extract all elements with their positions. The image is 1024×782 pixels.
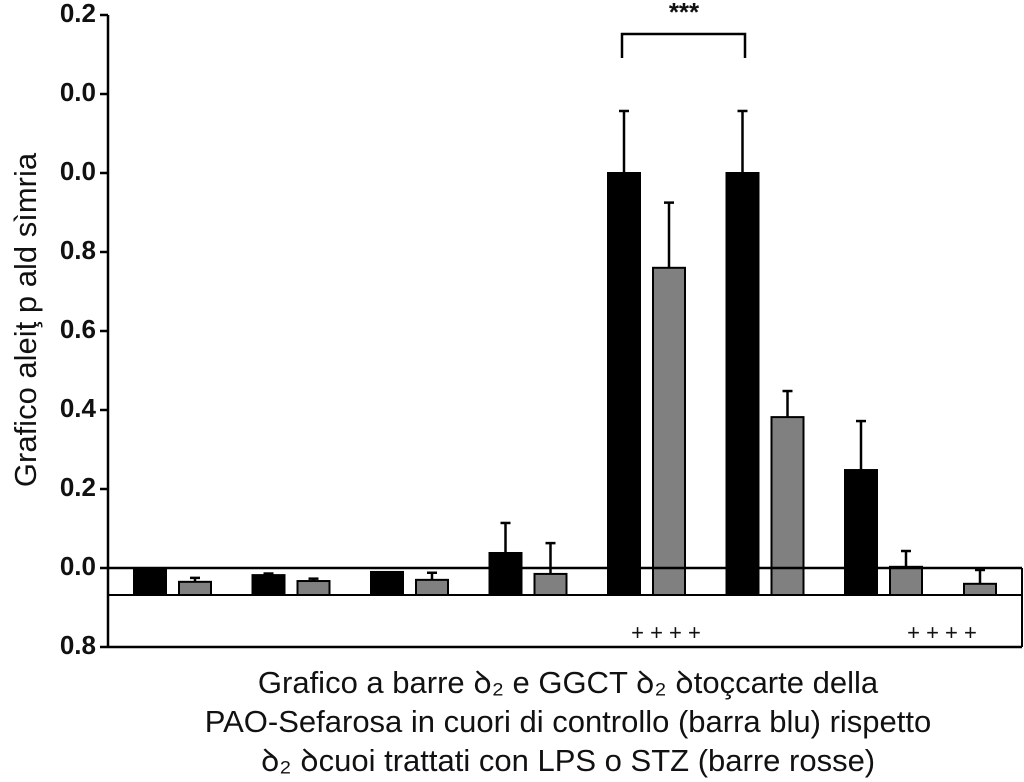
significance: ***: [669, 0, 700, 27]
bar: [296, 580, 331, 596]
bar: [770, 416, 805, 596]
bar: [488, 551, 523, 596]
caption: PAO-Sefarosa in cuori di controllo (barr…: [205, 704, 932, 739]
bar: [251, 574, 286, 596]
y-tick-label: 0.2: [60, 0, 96, 28]
y-tick-label: 0.6: [60, 314, 96, 344]
y-tick-label: 0.8: [60, 235, 96, 265]
bar: [533, 572, 568, 596]
annotation: + + + +: [631, 620, 701, 645]
y-tick-label: 0.4: [60, 393, 97, 423]
y-tick-label: 0.2: [60, 472, 96, 502]
y-axis-label: Grafico aleiţ p ald sìmria: [8, 152, 43, 487]
bar: [725, 172, 760, 596]
annotation: + + + +: [907, 620, 977, 645]
y-tick-label: 0.0: [60, 551, 96, 581]
bar: [133, 568, 167, 596]
caption: Grafico a barre ꝺ₂ e GGCT ꝺ₂ ꝺtoçcarte d…: [258, 665, 879, 700]
caption: ꝺ₂ ꝺcuoi trattati con LPS o STZ (barre r…: [261, 743, 875, 778]
bar: [607, 172, 641, 596]
bar: [415, 578, 449, 596]
bar: [370, 570, 404, 597]
y-tick-label: 0.0: [60, 156, 96, 186]
y-tick-label: 0.0: [60, 77, 96, 107]
bracket: [620, 32, 747, 58]
bar: [889, 565, 923, 597]
bar: [844, 469, 878, 597]
bar: [963, 582, 997, 596]
bar: [652, 266, 686, 596]
bar: [178, 580, 212, 597]
y-tick-label: 0.8: [60, 630, 96, 660]
